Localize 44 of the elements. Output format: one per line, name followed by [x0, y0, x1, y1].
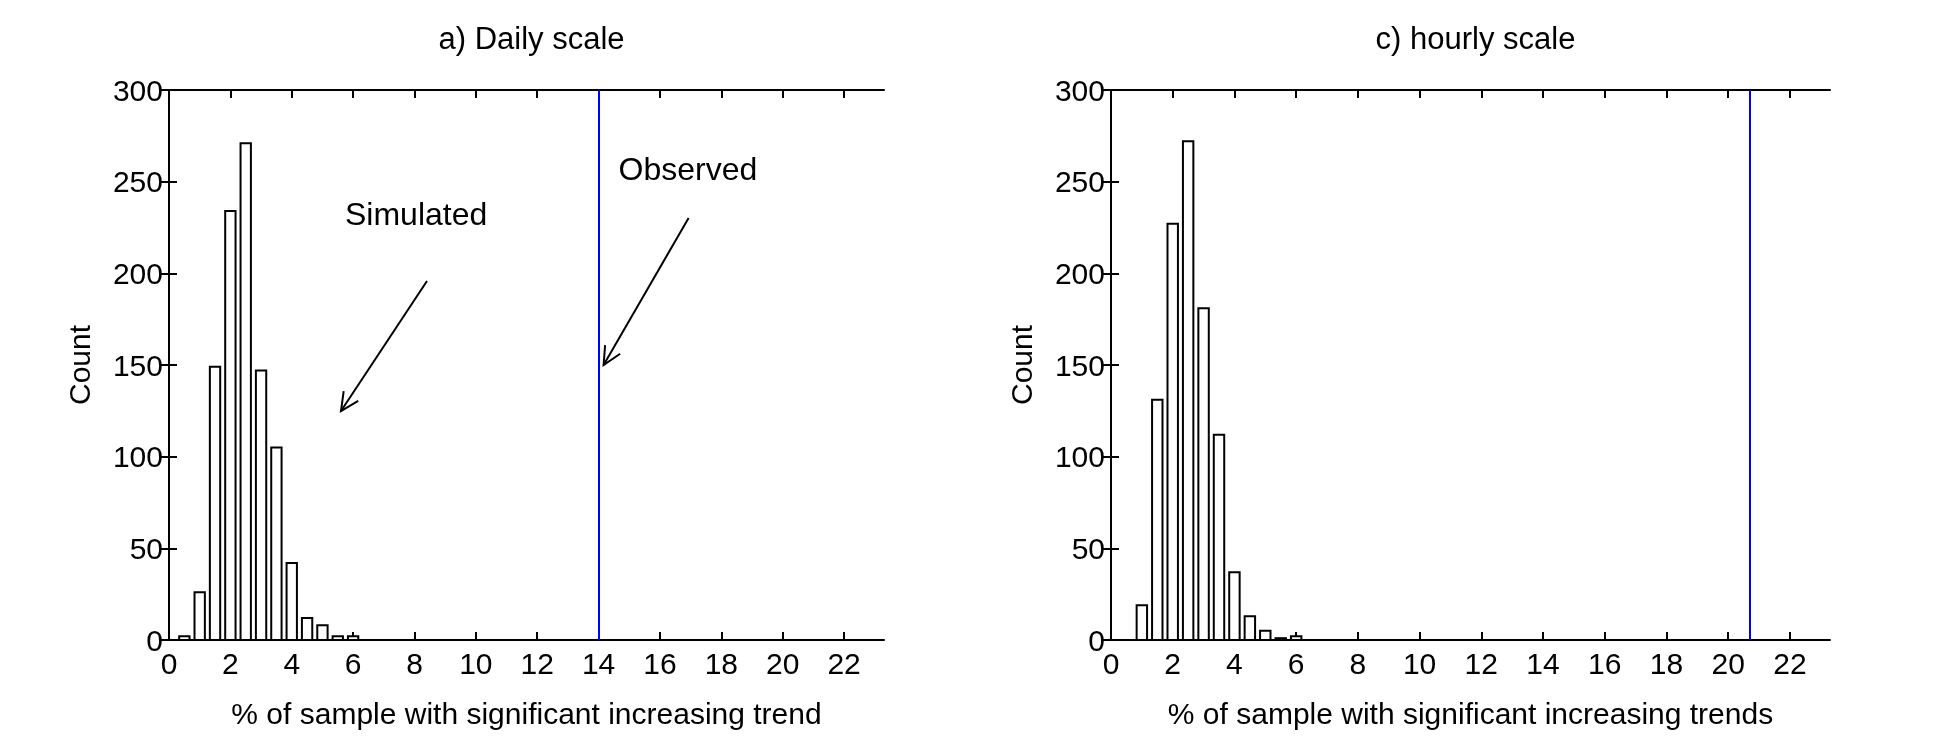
x-tick-label: 6: [344, 646, 362, 680]
x-tick-label: 10: [459, 646, 493, 680]
x-tick-label: 2: [1164, 646, 1182, 680]
x-tick-label: 14: [581, 646, 616, 680]
y-tick-label: 300: [112, 73, 163, 107]
y-tick-label: 150: [1054, 348, 1105, 382]
x-tick-label: 4: [1226, 646, 1243, 680]
y-tick-label: 0: [146, 623, 163, 657]
x-tick-label: 16: [1588, 646, 1622, 680]
x-tick-label: 22: [827, 646, 861, 680]
y-tick-label: 200: [112, 256, 163, 290]
y-tick-label: 100: [112, 440, 163, 474]
x-tick-label: 20: [766, 646, 800, 680]
y-axis-title: Count: [62, 324, 96, 406]
x-tick-label: 18: [1649, 646, 1684, 680]
x-tick-label: 22: [1773, 646, 1807, 680]
y-axis-title: Count: [1004, 324, 1038, 406]
y-tick-label: 50: [1071, 531, 1105, 565]
y-tick-label: 250: [112, 165, 163, 199]
y-tick-label: 200: [1054, 256, 1105, 290]
x-tick-label: 12: [1464, 646, 1498, 680]
x-tick-label: 4: [283, 646, 301, 680]
x-tick-label: 2: [222, 646, 239, 680]
x-tick-label: 18: [704, 646, 739, 680]
x-tick-label: 20: [1711, 646, 1745, 680]
y-tick-label: 0: [1088, 623, 1105, 657]
x-axis-title: % of sample with significant increasing trend: [231, 696, 822, 730]
x-tick-label: 8: [406, 646, 423, 680]
chart-title: a) Daily scale: [438, 21, 625, 56]
annotation: Simulated: [345, 196, 488, 232]
x-tick-label: 16: [643, 646, 677, 680]
y-tick-label: 50: [129, 531, 163, 565]
chart-title: c) hourly scale: [1375, 21, 1576, 56]
x-tick-label: 8: [1349, 646, 1367, 680]
y-tick-label: 300: [1054, 73, 1105, 107]
ref-line-label: Observed: [618, 151, 758, 187]
x-tick-label: 12: [520, 646, 554, 680]
x-tick-label: 10: [1402, 646, 1437, 680]
x-axis-title: % of sample with significant increasing trends: [1167, 696, 1774, 730]
y-tick-label: 250: [1054, 165, 1105, 199]
y-tick-label: 100: [1054, 440, 1105, 474]
y-tick-label: 150: [112, 348, 163, 382]
x-tick-label: 14: [1526, 646, 1560, 680]
x-tick-label: 6: [1287, 646, 1305, 680]
